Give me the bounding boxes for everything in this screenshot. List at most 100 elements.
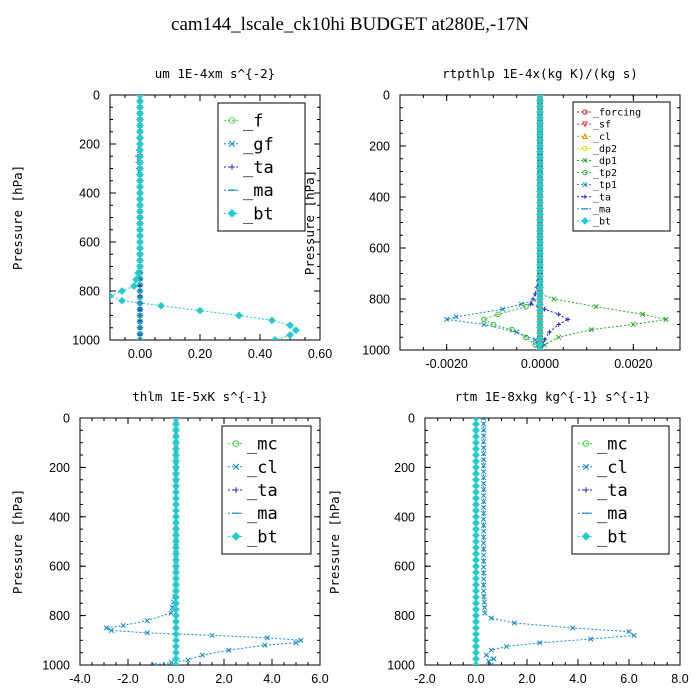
series-point-cl xyxy=(480,474,487,481)
x-tick-label: 0.0020 xyxy=(614,357,652,371)
series-point-cl xyxy=(481,593,487,600)
series-point-bt xyxy=(118,296,126,305)
legend-label: _bt xyxy=(593,216,611,227)
legend-marker xyxy=(227,209,237,218)
series-point-cl xyxy=(480,504,487,511)
series-point-tp2 xyxy=(523,334,529,341)
series-point-cl xyxy=(262,642,268,648)
series-point-cl xyxy=(151,662,158,665)
series-point-cl xyxy=(185,657,191,663)
y-tick-label: 200 xyxy=(49,461,70,475)
legend-label: _cl xyxy=(597,458,628,478)
x-tick-label: 0.00 xyxy=(128,347,152,361)
x-tick-label: -2.0 xyxy=(117,672,139,686)
figure-title: cam144_lscale_ck10hi BUDGET at280E,-17N xyxy=(171,14,529,35)
x-tick-label: 0.40 xyxy=(248,347,272,361)
series-point-ta xyxy=(542,306,547,312)
series-point-cl xyxy=(480,421,487,427)
series-point-cl xyxy=(480,445,487,451)
series-point-cl xyxy=(480,522,487,528)
series-point-cl xyxy=(480,457,487,463)
series-point-cl xyxy=(570,625,576,631)
series-point-gf xyxy=(137,337,143,340)
series-point-cl xyxy=(480,558,487,564)
series-point-cl xyxy=(144,630,150,636)
x-tick-label: 6.0 xyxy=(620,672,637,686)
series-point-cl xyxy=(108,627,114,634)
x-tick-label: 0.0000 xyxy=(521,357,559,371)
legend-label: _ma xyxy=(597,504,628,524)
series-point-cl xyxy=(480,546,487,552)
panel-title: rtm 1E-8xkg kg^{-1} s^{-1} xyxy=(455,389,651,404)
x-tick-label: 2.0 xyxy=(215,672,232,686)
series-point-cl xyxy=(486,658,492,664)
series-point-cl xyxy=(480,492,487,499)
series-point-dp1 xyxy=(556,334,562,340)
legend-marker xyxy=(582,157,588,164)
series-point-tp2 xyxy=(495,311,501,318)
y-tick-label: 600 xyxy=(79,236,100,250)
series-point-bt xyxy=(286,321,294,330)
legend-label: _mc xyxy=(597,435,628,455)
legend: _f _gf _ta _ma _bt xyxy=(217,102,306,232)
series-point-cl xyxy=(480,510,487,517)
series-point-dp1 xyxy=(640,311,646,317)
series-point-dp1 xyxy=(588,326,594,333)
series-point-cl xyxy=(480,463,487,469)
y-tick-label: 1000 xyxy=(387,659,415,673)
series-point-ta xyxy=(556,322,561,327)
legend-marker xyxy=(229,164,235,170)
series-point-ta xyxy=(137,337,143,340)
y-axis-label: Pressure [hPa] xyxy=(10,165,25,270)
series-point-ta xyxy=(547,329,552,335)
legend-label: _tp2 xyxy=(593,168,617,179)
series-point-ta xyxy=(530,296,536,302)
series-point-tp1 xyxy=(481,321,487,328)
series-point-bt xyxy=(536,346,544,350)
series-point-bt xyxy=(472,661,480,665)
series-point-cl xyxy=(103,625,110,631)
x-tick-label: 6.0 xyxy=(311,672,328,686)
series-point-cl xyxy=(480,540,487,546)
series-point-cl xyxy=(480,516,487,523)
series-point-tp2 xyxy=(509,326,515,333)
series-point-cl xyxy=(511,620,517,626)
series-point-bt xyxy=(110,292,114,300)
series-point-cl xyxy=(481,599,487,605)
y-tick-label: 600 xyxy=(49,560,70,574)
series-point-cl xyxy=(209,632,215,639)
series-point-cl xyxy=(480,552,487,558)
series-point-cl xyxy=(480,427,487,433)
legend-marker xyxy=(232,463,240,470)
y-tick-label: 1000 xyxy=(72,334,100,348)
x-tick-label: -4.0 xyxy=(69,672,91,686)
legend-marker xyxy=(228,117,236,124)
x-tick-label: 0.0 xyxy=(467,672,484,686)
legend: _mc _cl _ta _ma _bt xyxy=(571,425,670,555)
legend-marker xyxy=(581,532,591,541)
series-point-cl xyxy=(626,629,632,635)
series-point-tp1 xyxy=(444,316,450,323)
series-point-dp1 xyxy=(551,296,557,302)
series-point-cl xyxy=(480,570,487,576)
legend-label: _tp1 xyxy=(593,180,617,191)
series-point-tp2 xyxy=(490,321,497,328)
legend-marker xyxy=(581,121,589,128)
series-point-cl xyxy=(480,528,487,534)
series-point-cl xyxy=(480,534,487,540)
series-point-cl xyxy=(491,656,497,662)
y-axis-label: Pressure [hPa] xyxy=(302,170,317,275)
series-point-cl xyxy=(480,418,487,421)
legend-label: _dp2 xyxy=(593,144,617,155)
series-point-cl xyxy=(199,652,206,658)
series-point-cl xyxy=(488,647,494,653)
legend-label: _forcing xyxy=(593,108,641,119)
series-point-tp1 xyxy=(500,306,506,312)
chart-panel-2: rtpthlp 1E-4x(kg K)/(kg s) Pressure [hPa]… xyxy=(302,66,681,371)
panel-title: rtpthlp 1E-4x(kg K)/(kg s) xyxy=(442,66,638,81)
legend-label: _ta xyxy=(593,192,611,203)
legend-label: _bt xyxy=(243,204,274,224)
series-point-cl xyxy=(298,637,304,643)
series-point-cl xyxy=(480,439,487,445)
series-layer xyxy=(103,418,304,665)
